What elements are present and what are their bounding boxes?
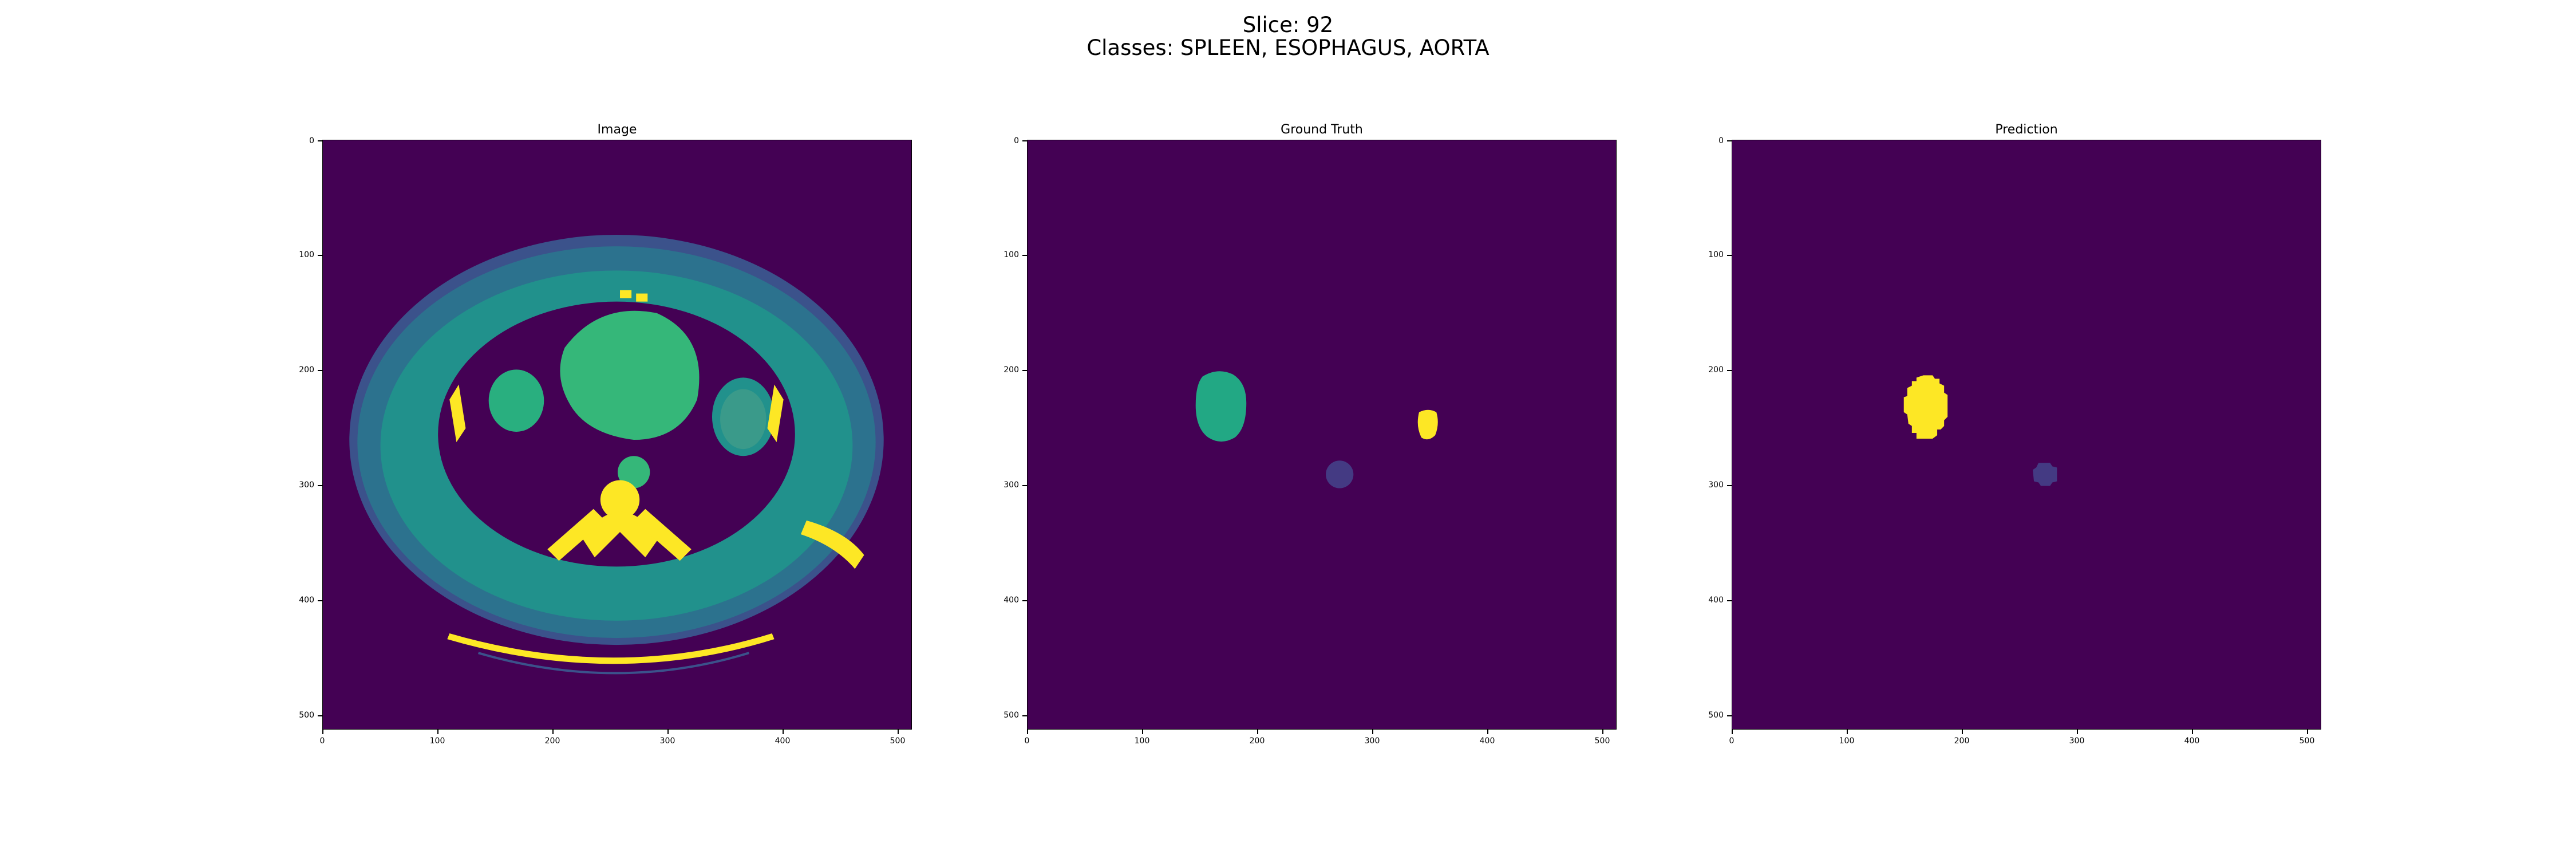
- y-tick-label: 400: [299, 596, 314, 605]
- panel-image: Image: [299, 123, 912, 746]
- x-tick-label: 500: [2299, 736, 2315, 746]
- x-tick-label: 200: [1249, 736, 1265, 746]
- y-tick-label: 100: [1708, 250, 1724, 259]
- prediction-mask: [1903, 375, 2057, 486]
- left-rib-posterior: [547, 509, 605, 561]
- left-organ: [488, 369, 544, 432]
- x-tick-label: 0: [319, 736, 325, 746]
- panel-title-prediction: Prediction: [1995, 123, 2058, 137]
- y-tick-label: 0: [1014, 136, 1019, 145]
- x-tick-label: 100: [1134, 736, 1150, 746]
- x-tick-label: 500: [890, 736, 906, 746]
- y-tick-label: 0: [309, 136, 314, 145]
- scanner-table: [447, 633, 775, 664]
- y-tick-label: 200: [1708, 365, 1724, 375]
- prediction-axes: [1732, 140, 2321, 730]
- y-tick-label: 0: [1718, 136, 1724, 145]
- x-tick-label: 200: [1954, 736, 1970, 746]
- ct-slice-image: [349, 234, 884, 675]
- x-tick-label: 500: [1594, 736, 1610, 746]
- vertebra: [600, 480, 640, 519]
- y-tick-label: 300: [299, 480, 314, 490]
- aorta-ct: [618, 456, 650, 488]
- figure-title-classes: Classes: SPLEEN, ESOPHAGUS, AORTA: [1086, 36, 1490, 60]
- pred-esophagus-region: [2033, 463, 2057, 486]
- x-tick-label: 400: [2184, 736, 2200, 746]
- sternum-rib-left: [620, 290, 632, 298]
- y-tick-label: 500: [1708, 711, 1724, 720]
- y-tick-label: 400: [1708, 596, 1724, 605]
- ground-truth-axes: [1027, 140, 1617, 730]
- y-tick-label: 500: [299, 711, 314, 720]
- y-tick-label: 400: [1003, 596, 1019, 605]
- x-tick-label: 200: [544, 736, 560, 746]
- table-edge: [478, 652, 749, 675]
- ground-truth-mask: [1195, 371, 1438, 488]
- y-tick-label: 300: [1708, 480, 1724, 490]
- x-tick-label: 400: [775, 736, 791, 746]
- gt-aorta-region: [1417, 409, 1438, 440]
- gt-spleen-region: [1195, 371, 1247, 442]
- lateral-rib-left: [449, 384, 466, 443]
- x-tick-label: 300: [2069, 736, 2085, 746]
- y-tick-label: 300: [1003, 480, 1019, 490]
- gt-esophagus-region: [1326, 460, 1354, 488]
- x-tick-label: 0: [1729, 736, 1735, 746]
- y-tick-label: 500: [1003, 711, 1019, 720]
- y-tick-label: 200: [299, 365, 314, 375]
- y-tick-label: 200: [1003, 365, 1019, 375]
- x-tick-label: 400: [1479, 736, 1495, 746]
- panel-prediction: Prediction 0 100 200 300 400 500 0 100 2…: [1708, 123, 2321, 746]
- x-tick-label: 100: [429, 736, 445, 746]
- x-tick-label: 300: [659, 736, 675, 746]
- panel-ground-truth: Ground Truth 0 100 200 300 400 500 0 100…: [1003, 123, 1617, 746]
- pred-spleen-region: [1903, 375, 1948, 439]
- ct-image-axes: [322, 140, 912, 730]
- x-tick-label: 100: [1839, 736, 1855, 746]
- sternum-rib-right: [636, 293, 648, 302]
- x-tick-label: 0: [1024, 736, 1030, 746]
- panel-title-image: Image: [597, 123, 637, 137]
- skin-edge-bright: [800, 520, 864, 569]
- y-tick-label: 100: [299, 250, 314, 259]
- x-tick-label: 300: [1364, 736, 1380, 746]
- right-rib-posterior: [634, 509, 692, 561]
- figure-title-slice: Slice: 92: [1242, 13, 1334, 37]
- heart: [560, 310, 700, 440]
- panel-title-ground-truth: Ground Truth: [1281, 123, 1363, 137]
- y-tick-label: 100: [1003, 250, 1019, 259]
- lateral-rib-right: [767, 384, 784, 443]
- right-organ: [720, 389, 767, 450]
